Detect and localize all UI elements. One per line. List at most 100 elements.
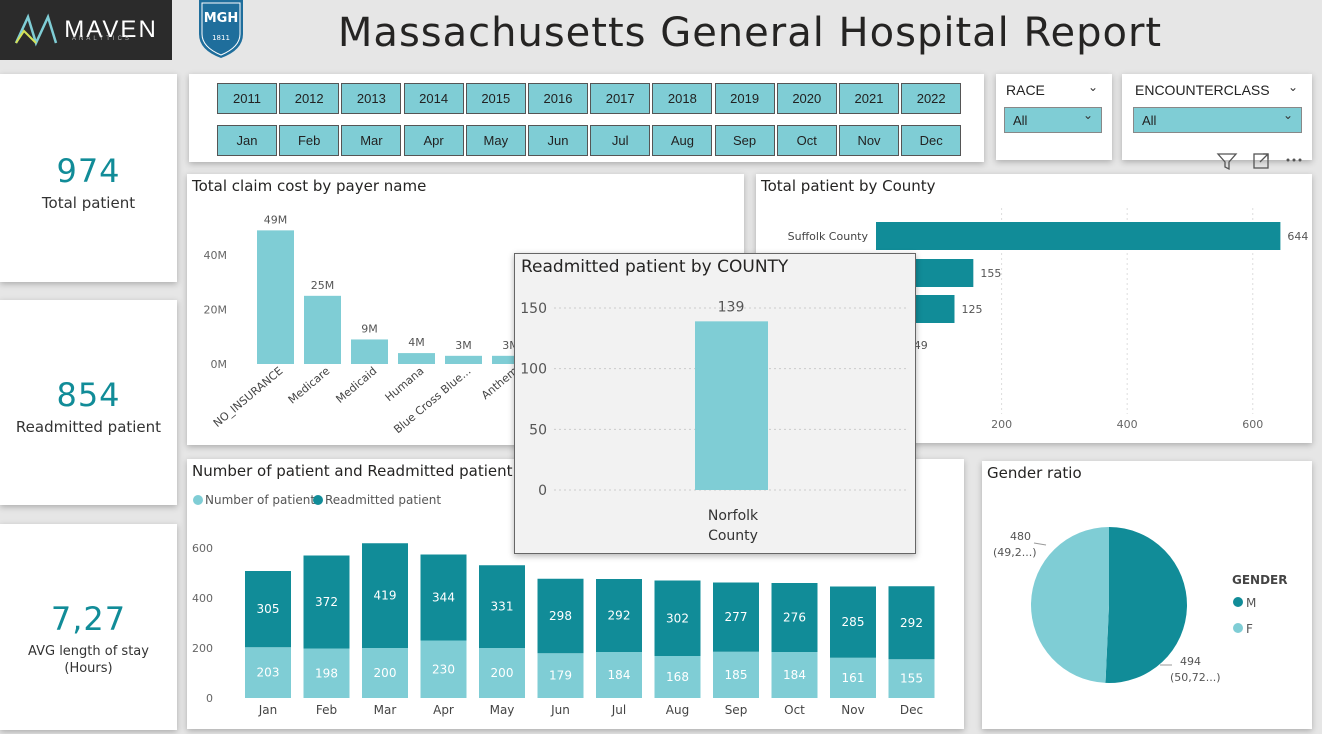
kpi-card-stay (0, 524, 177, 730)
month-button[interactable]: Mar (341, 125, 402, 156)
month-button[interactable]: Aug (652, 125, 713, 156)
x-tick-label: 600 (1242, 418, 1263, 431)
year-button[interactable]: 2015 (465, 83, 526, 114)
x-tick-label: Oct (784, 703, 805, 717)
x-tick-label: Norfolk (708, 508, 759, 524)
monthly-chart: Number of patient Readmitted patient 0 200 4… (192, 493, 935, 717)
bar-readmitted-patient (830, 586, 876, 658)
year-button[interactable]: 2014 (403, 83, 464, 114)
month-button[interactable]: May (465, 125, 526, 156)
data-label: 344 (432, 591, 455, 605)
y-tick-label: 0 (538, 483, 547, 499)
gender-chart-title: Gender ratio (987, 464, 1082, 482)
data-label: 292 (900, 616, 923, 630)
month-button[interactable]: Apr (403, 125, 464, 156)
legend-marker-m (1233, 597, 1243, 607)
x-tick-label: Feb (316, 703, 337, 717)
year-button[interactable]: 2011 (217, 83, 277, 114)
legend-label: Readmitted patient (325, 493, 441, 507)
year-button[interactable]: 2019 (714, 83, 775, 114)
chevron-down-icon[interactable]: ⌄ (1088, 80, 1099, 94)
kpi-label: AVG length of stay (28, 644, 149, 659)
bar-number-of-patient (362, 648, 408, 698)
data-label: 179 (549, 669, 572, 683)
data-label: 9M (361, 322, 378, 335)
month-button[interactable]: Sep (714, 125, 775, 156)
x-tick-label: 200 (991, 418, 1012, 431)
data-label: 331 (491, 600, 514, 614)
month-button[interactable]: Jan (217, 125, 277, 156)
focus-mode-icon[interactable] (1253, 153, 1269, 169)
year-button[interactable]: 2018 (652, 83, 713, 114)
bar-number-of-patient (713, 651, 759, 698)
chevron-down-icon[interactable]: ⌄ (1288, 80, 1299, 94)
x-tick-label: Jan (258, 703, 278, 717)
race-dropdown[interactable]: All (1004, 107, 1102, 133)
x-tick-label: Apr (433, 703, 454, 717)
y-tick-label: 40M (204, 249, 228, 262)
y-tick-label: Suffolk County (788, 230, 869, 243)
x-tick-label: Medicare (286, 364, 333, 406)
month-button[interactable]: Feb (279, 125, 340, 156)
month-button[interactable]: Jul (590, 125, 651, 156)
data-label: 419 (374, 589, 397, 603)
month-button[interactable]: Nov (839, 125, 899, 156)
year-button[interactable]: 2022 (901, 83, 962, 114)
bar (304, 295, 341, 364)
y-tick-label: 0M (211, 358, 228, 371)
x-tick-label: Jul (611, 703, 626, 717)
y-tick-label: 400 (192, 592, 213, 605)
year-button[interactable]: 2013 (341, 83, 402, 114)
race-slicer-title: RACE (1006, 82, 1045, 98)
chevron-down-icon[interactable]: ⌄ (1283, 108, 1294, 122)
maven-logo-sub: ANALYTICS (72, 36, 132, 42)
bar (876, 222, 1281, 250)
data-label: 155 (900, 672, 923, 686)
encounter-dropdown-value: All (1142, 113, 1157, 128)
data-label: (50,72...) (1170, 671, 1221, 684)
data-label: 25M (311, 279, 335, 292)
legend-label: F (1246, 622, 1253, 636)
year-button[interactable]: 2020 (776, 83, 837, 114)
filter-icon[interactable] (1216, 153, 1238, 171)
data-label: 4M (408, 336, 425, 349)
chevron-down-icon[interactable]: ⌄ (1083, 108, 1094, 122)
gender-chart: 494 (50,72...) 480 (49,2...) GENDER MF (993, 527, 1288, 684)
year-button[interactable]: 2016 (528, 83, 588, 114)
kpi-label: Readmitted patient (15, 418, 162, 436)
month-button[interactable]: Oct (776, 125, 837, 156)
data-label: 200 (491, 666, 514, 680)
year-button[interactable]: 2017 (590, 83, 651, 114)
data-label: 372 (315, 595, 338, 609)
kpi-card-total (0, 74, 177, 282)
data-label: 49 (914, 339, 928, 352)
bar-number-of-patient (537, 653, 584, 698)
data-label: 302 (666, 611, 689, 625)
month-button[interactable]: Dec (901, 125, 962, 156)
month-button[interactable]: Jun (528, 125, 588, 156)
x-tick-label: Dec (900, 703, 923, 717)
mgh-logo: MGH 1811 (197, 0, 245, 58)
kpi-value: 854 (56, 376, 121, 414)
visual-header-icons (1216, 150, 1316, 176)
claim-cost-chart: 0M 20M 40M 49M NO_INSURANCE 25M Medicare 9M Medi… (204, 213, 529, 436)
data-label: 305 (257, 602, 280, 616)
maven-logo-icon (15, 13, 58, 47)
more-options-icon[interactable] (1286, 158, 1302, 162)
data-label: 161 (842, 671, 865, 685)
kpi-card-readmitted (0, 300, 177, 505)
kpi-label: Total patient (41, 194, 136, 212)
bar-number-of-patient (245, 647, 291, 698)
bar-number-of-patient (303, 648, 350, 698)
bar-number-of-patient (654, 656, 701, 698)
legend-title: GENDER (1232, 573, 1288, 587)
kpi-value: 7,27 (50, 600, 127, 638)
kpi-value: 974 (56, 152, 121, 190)
encounter-dropdown[interactable]: All (1133, 107, 1302, 133)
kpi-label-unit: (Hours) (64, 661, 113, 676)
bar-readmitted-patient (654, 580, 701, 656)
year-button[interactable]: 2012 (279, 83, 340, 114)
year-button[interactable]: 2021 (839, 83, 899, 114)
mgh-logo-text: MGH (204, 11, 239, 26)
data-label: 292 (608, 609, 631, 623)
